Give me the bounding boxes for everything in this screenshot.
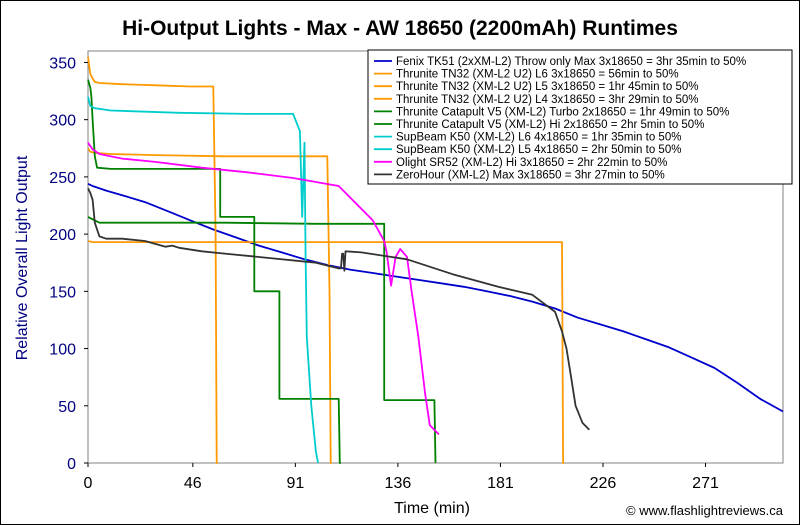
- legend-label: Thrunite TN32 (XM-L2 U2) L4 3x18650 = 3h…: [396, 94, 698, 106]
- y-tick-label: 200: [49, 227, 76, 244]
- series-line-5: [87, 79, 341, 464]
- y-tick-label: 100: [49, 342, 76, 359]
- x-tick-label: 46: [184, 475, 202, 492]
- watermark: © www.flashlightreviews.ca: [626, 503, 784, 518]
- series-line-1: [87, 182, 784, 413]
- legend: Fenix TK51 (2xXM-L2) Throw only Max 3x18…: [367, 49, 793, 185]
- series-line-3: [87, 147, 332, 464]
- y-tick-label: 0: [67, 456, 76, 473]
- legend-label: SupBeam K50 (XM-L2) L6 4x18650 = 1hr 35m…: [396, 132, 681, 144]
- legend-label: Thrunite Catapult V5 (XM-L2) Hi 2x18650 …: [396, 119, 704, 131]
- legend-box: [367, 49, 793, 185]
- y-tick-label: 300: [49, 113, 76, 130]
- legend-label: Fenix TK51 (2xXM-L2) Throw only Max 3x18…: [396, 56, 746, 68]
- x-tick-label: 91: [286, 475, 304, 492]
- x-tick-label: 271: [692, 475, 719, 492]
- chart-title: Hi-Output Lights - Max - AW 18650 (2200m…: [122, 17, 678, 40]
- series-line-7: [87, 96, 319, 464]
- series-line-6: [87, 216, 437, 464]
- x-tick-label: 226: [590, 475, 617, 492]
- y-axis: 0 50 100 150 200 250 300 350: [49, 55, 88, 473]
- y-axis-label: Relative Overall Light Output: [14, 155, 31, 360]
- series-line-10: [87, 187, 590, 431]
- x-tick-label: 136: [385, 475, 412, 492]
- y-tick-label: 350: [49, 55, 76, 72]
- x-tick-label: 181: [487, 475, 514, 492]
- legend-label: SupBeam K50 (XM-L2) L5 4x18650 = 2hr 50m…: [396, 144, 681, 156]
- legend-label: Thrunite TN32 (XM-L2 U2) L6 3x18650 = 56…: [396, 69, 679, 81]
- x-axis-label: Time (min): [394, 500, 470, 517]
- series-layer: [87, 56, 784, 464]
- y-tick-label: 150: [49, 284, 76, 301]
- series-line-9: [87, 142, 440, 436]
- x-axis: 0 46 91 136 181 226 271: [84, 463, 719, 492]
- x-tick-label: 0: [84, 475, 93, 492]
- series-line-2: [87, 56, 218, 464]
- legend-label: Thrunite Catapult V5 (XM-L2) Turbo 2x186…: [396, 106, 729, 118]
- legend-label: Thrunite TN32 (XM-L2 U2) L5 3x18650 = 1h…: [396, 81, 698, 93]
- legend-label: ZeroHour (XM-L2) Max 3x18650 = 3hr 27min…: [396, 169, 665, 181]
- y-tick-label: 50: [58, 399, 76, 416]
- series-line-4: [87, 240, 565, 464]
- legend-label: Olight SR52 (XM-L2) Hi 3x18650 = 2hr 22m…: [396, 157, 667, 169]
- y-tick-label: 250: [49, 170, 76, 187]
